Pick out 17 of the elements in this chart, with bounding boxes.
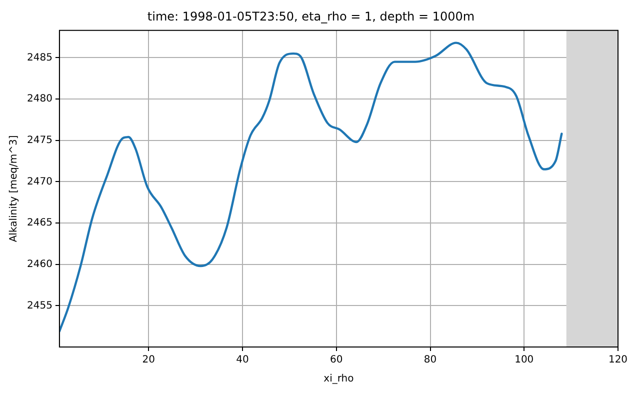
x-tick-label: 60 — [330, 354, 343, 366]
y-tick-label: 2475 — [26, 134, 52, 146]
chart-title: time: 1998-01-05T23:50, eta_rho = 1, depth = 1000m — [147, 9, 475, 24]
y-tick-label: 2460 — [26, 258, 52, 270]
x-tick-label: 40 — [236, 354, 249, 366]
y-tick-label: 2465 — [26, 218, 52, 229]
x-axis-title: xi_rho — [324, 374, 354, 385]
x-tick-label: 100 — [514, 354, 534, 366]
x-tick-label: 120 — [608, 354, 628, 366]
y-tick-label: 2485 — [26, 52, 52, 64]
line-series — [59, 42, 563, 332]
x-tick-label: 80 — [424, 354, 437, 366]
y-tick-label: 2455 — [26, 300, 52, 312]
y-axis-title: Alkalinity [meq/m^3] — [8, 135, 20, 242]
x-tick-label: 20 — [142, 354, 155, 366]
y-tick-label: 2480 — [26, 94, 52, 105]
y-tick-label: 2470 — [26, 176, 52, 188]
